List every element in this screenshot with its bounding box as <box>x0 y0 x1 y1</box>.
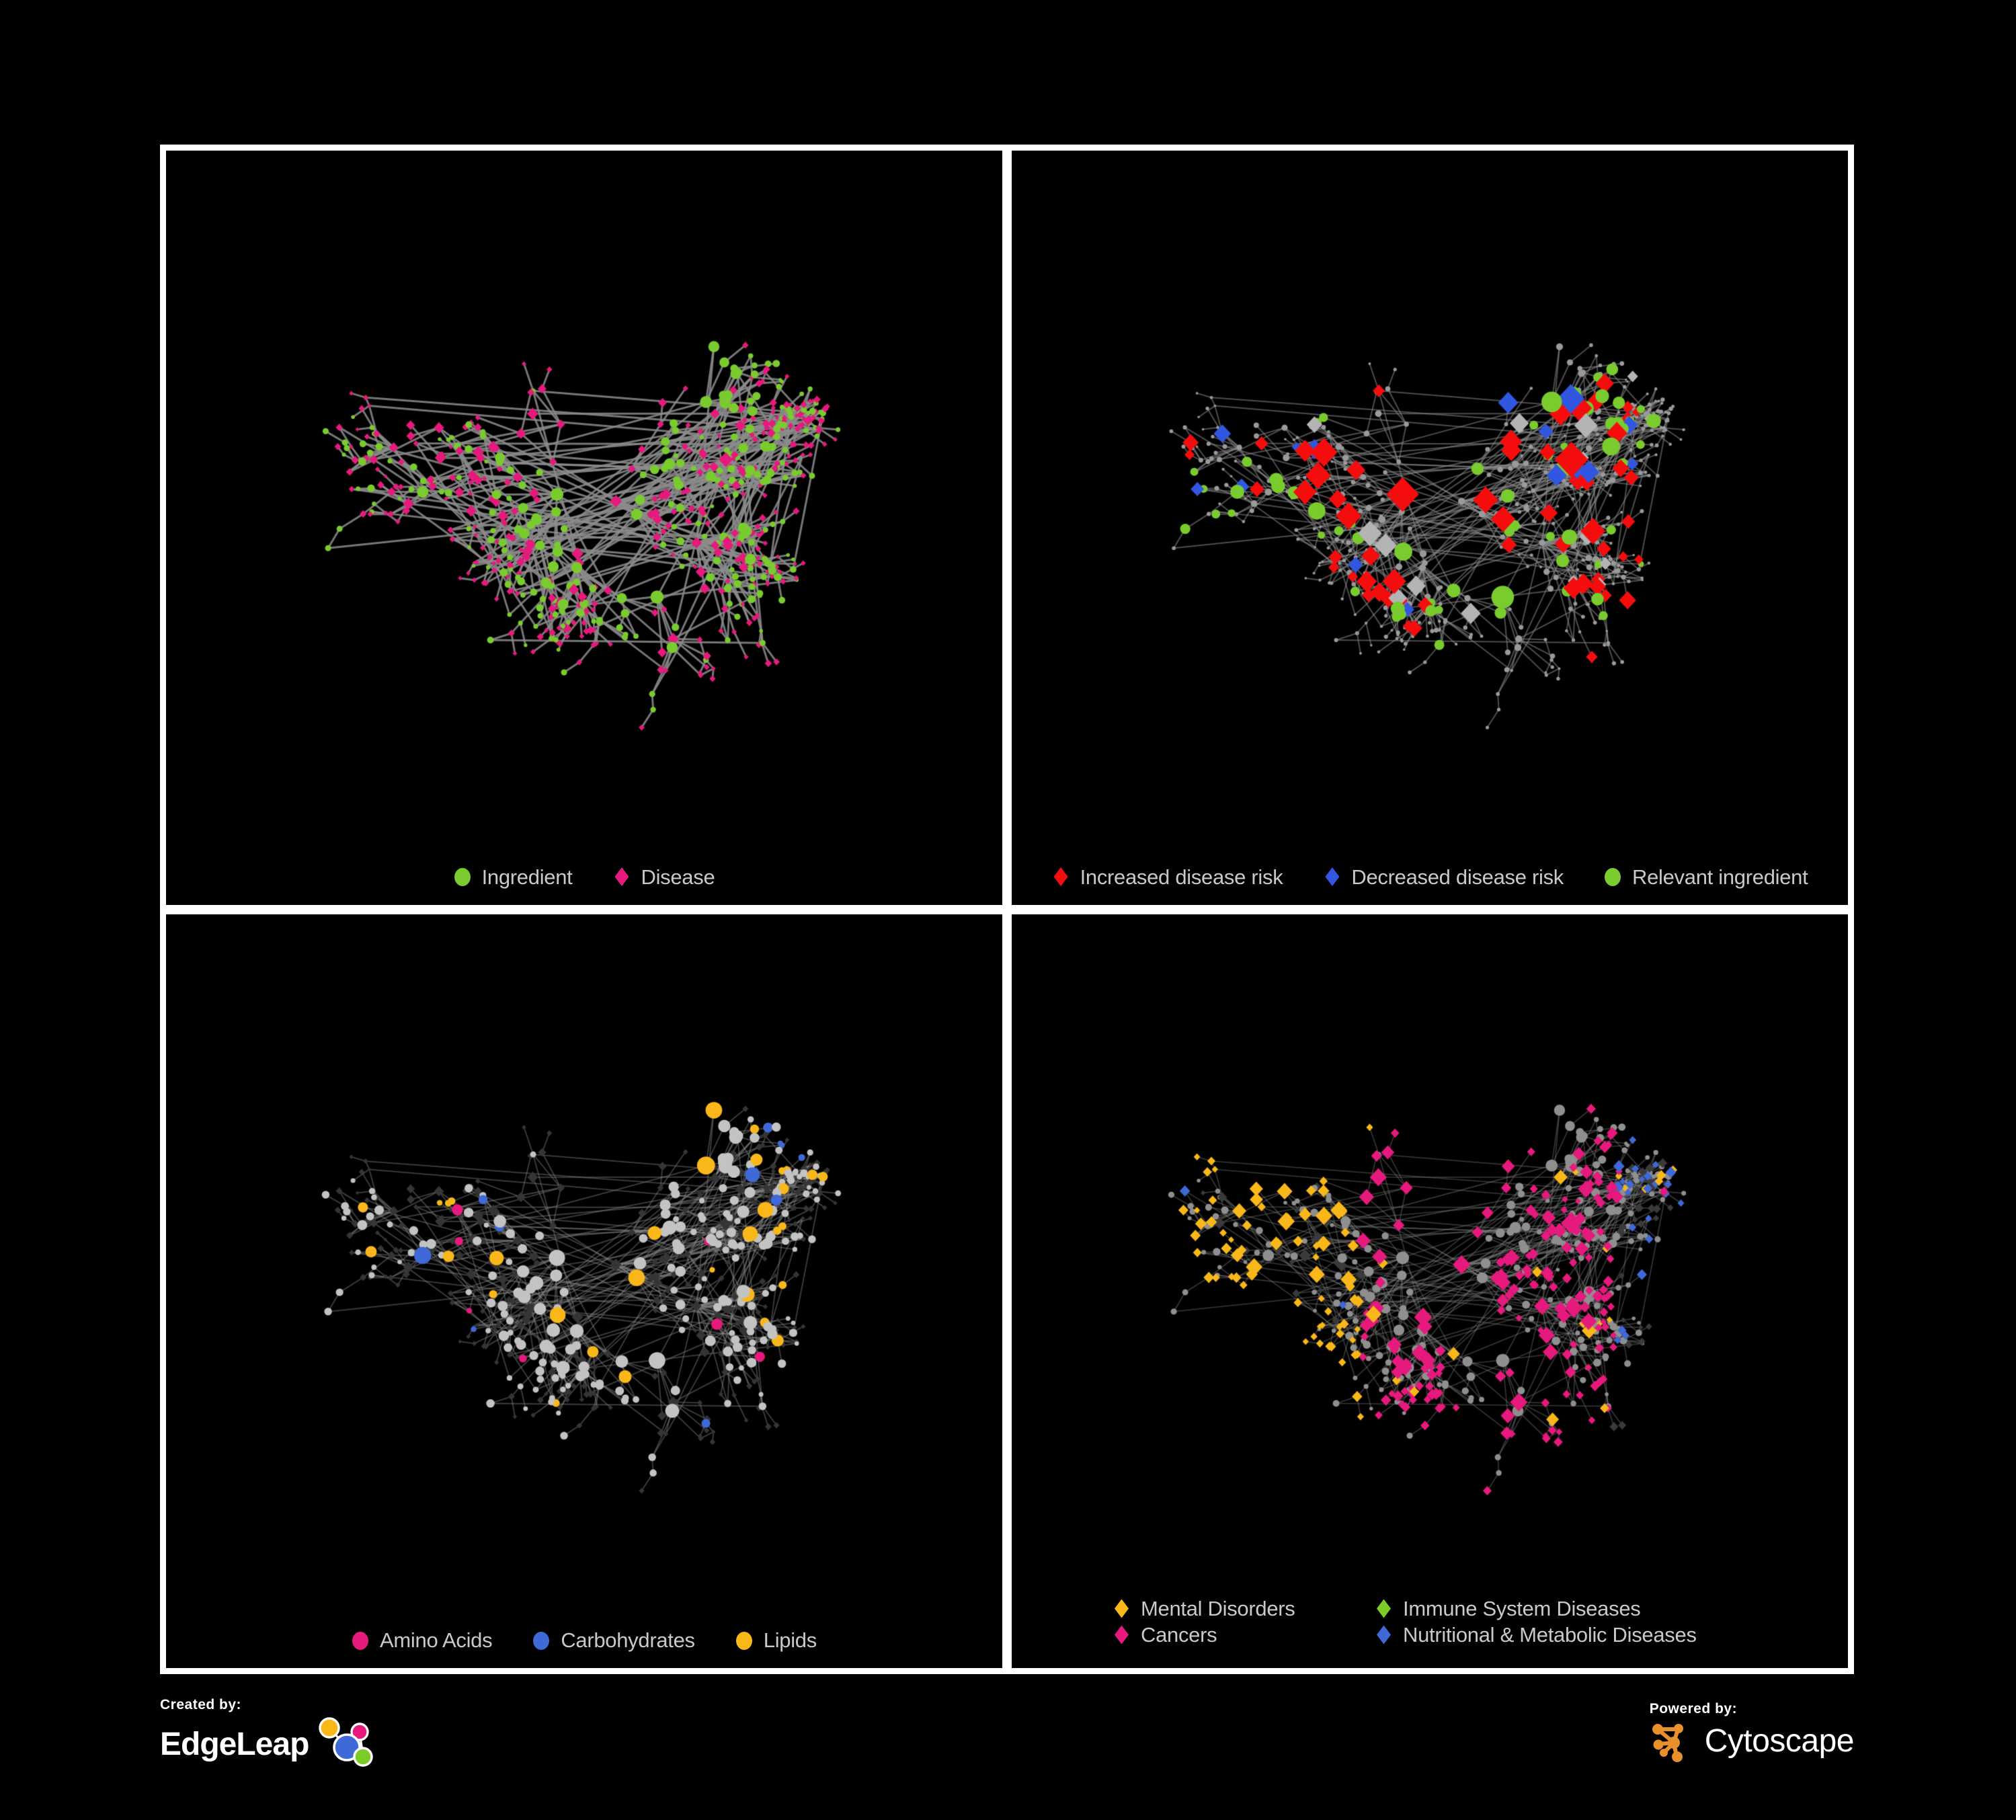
legend-panel-3: Amino Acids Carbohydrates Lipids <box>166 1630 1002 1651</box>
immune-system-diseases-diamond-icon <box>1375 1599 1392 1619</box>
legend-label-cancers: Cancers <box>1141 1623 1217 1647</box>
legend-label-mental-disorders: Mental Disorders <box>1141 1597 1295 1620</box>
legend-label-nutritional-metabolic-diseases: Nutritional & Metabolic Diseases <box>1403 1623 1697 1647</box>
network-canvas-2[interactable] <box>1012 151 1848 905</box>
legend-label-disease: Disease <box>641 865 715 889</box>
panel-disease-class[interactable]: Mental Disorders Immune System Diseases … <box>1012 914 1848 1668</box>
network-canvas-3[interactable] <box>166 914 1002 1668</box>
legend-item-lipids[interactable]: Lipids <box>735 1630 817 1651</box>
legend-item-carbohydrates[interactable]: Carbohydrates <box>532 1628 695 1652</box>
legend-panel-1: Ingredient Disease <box>166 867 1002 887</box>
ingredient-circle-icon <box>454 867 471 887</box>
legend-label-amino-acids: Amino Acids <box>380 1628 493 1652</box>
legend-label-decreased-risk: Decreased disease risk <box>1351 865 1564 889</box>
legend-label-ingredient: Ingredient <box>481 865 573 889</box>
cytoscape-wordmark: Cytoscape <box>1704 1723 1855 1759</box>
relevant-ingredient-circle-icon <box>1604 867 1621 887</box>
created-by-edgeleap[interactable]: Created by: EdgeLeap <box>160 1697 376 1774</box>
legend-panel-4: Mental Disorders Immune System Diseases … <box>1012 1595 1848 1648</box>
carbohydrates-circle-icon <box>532 1630 550 1651</box>
amino-acids-circle-icon <box>352 1630 369 1651</box>
legend-label-relevant-ingredient: Relevant ingredient <box>1632 865 1808 889</box>
legend-item-ingredient[interactable]: Ingredient <box>454 867 573 887</box>
edgeleap-network-logo <box>309 1716 376 1774</box>
legend-item-nutritional-metabolic-diseases[interactable]: Nutritional & Metabolic Diseases <box>1375 1624 1697 1645</box>
legend-item-relevant-ingredient[interactable]: Relevant ingredient <box>1604 867 1808 887</box>
legend-label-immune-system-diseases: Immune System Diseases <box>1403 1597 1641 1620</box>
legend-item-mental-disorders[interactable]: Mental Disorders <box>1113 1598 1375 1619</box>
network-canvas-4[interactable] <box>1012 914 1848 1668</box>
legend-item-cancers[interactable]: Cancers <box>1113 1624 1375 1645</box>
powered-by-cytoscape[interactable]: Powered by: <box>1649 1701 1855 1763</box>
panel-grid: Ingredient Disease Increased disease ris… <box>160 145 1854 1674</box>
created-by-caption: Created by: <box>160 1697 242 1712</box>
footer-branding: Created by: EdgeLeap <box>160 1694 1855 1795</box>
nutritional-metabolic-diamond-icon <box>1375 1625 1392 1645</box>
legend-item-immune-system-diseases[interactable]: Immune System Diseases <box>1375 1597 1641 1620</box>
legend-label-lipids: Lipids <box>763 1628 817 1652</box>
legend-label-increased-risk: Increased disease risk <box>1080 865 1283 889</box>
lipids-circle-icon <box>735 1630 753 1651</box>
edgeleap-wordmark: EdgeLeap <box>160 1727 309 1762</box>
disease-diamond-icon <box>612 867 630 887</box>
mental-disorders-diamond-icon <box>1113 1599 1130 1619</box>
powered-by-caption: Powered by: <box>1649 1701 1738 1716</box>
cancers-diamond-icon <box>1113 1625 1130 1645</box>
cytoscape-logo <box>1650 1720 1698 1763</box>
panel-ingredient-disease[interactable]: Ingredient Disease <box>166 151 1002 905</box>
increased-risk-diamond-icon <box>1052 867 1070 887</box>
legend-item-increased-risk[interactable]: Increased disease risk <box>1052 867 1283 887</box>
network-canvas-1[interactable] <box>166 151 1002 905</box>
legend-item-decreased-risk[interactable]: Decreased disease risk <box>1323 867 1564 887</box>
legend-item-disease[interactable]: Disease <box>612 867 715 887</box>
panel-ingredient-class[interactable]: Amino Acids Carbohydrates Lipids <box>166 914 1002 1668</box>
decreased-risk-diamond-icon <box>1323 867 1340 887</box>
panel-disease-risk[interactable]: Increased disease risk Decreased disease… <box>1012 151 1848 905</box>
legend-panel-2: Increased disease risk Decreased disease… <box>1012 867 1848 887</box>
legend-item-amino-acids[interactable]: Amino Acids <box>352 1628 493 1652</box>
legend-label-carbohydrates: Carbohydrates <box>561 1628 695 1652</box>
